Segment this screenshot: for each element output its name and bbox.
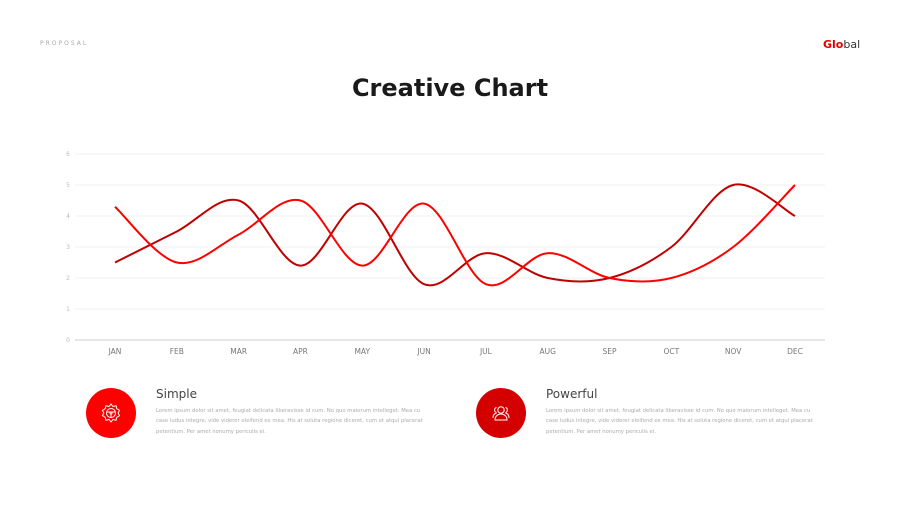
logo-part2: bal <box>843 38 861 51</box>
feature-title: Powerful <box>546 387 598 401</box>
x-tick-label: MAY <box>354 347 370 356</box>
logo-part1: Glo <box>823 38 844 51</box>
series-line-1 <box>114 183 796 287</box>
x-tick-label: SEP <box>603 347 617 356</box>
x-tick-label: APR <box>293 347 308 356</box>
gear-steering-icon <box>86 388 136 438</box>
users-icon <box>476 388 526 438</box>
x-tick-label: MAR <box>230 347 247 356</box>
y-tick-label: 3 <box>66 244 70 251</box>
feature-text: Lorem ipsum dolor sit amet, feugiat deli… <box>156 408 423 435</box>
y-tick-label: 5 <box>66 182 70 189</box>
y-tick-label: 6 <box>66 151 70 158</box>
proposal-label: PROPOSAL <box>40 40 89 47</box>
page-title: Creative Chart <box>351 74 549 102</box>
logo: Global <box>823 38 860 51</box>
y-tick-label: 1 <box>66 306 70 313</box>
x-tick-label: FEB <box>170 347 184 356</box>
x-tick-label: JUL <box>479 347 493 356</box>
x-tick-label: JAN <box>108 347 122 356</box>
y-tick-label: 0 <box>66 337 70 344</box>
series-line-2 <box>114 184 796 287</box>
feature-text: Lorem ipsum dolor sit amet, feugiat deli… <box>546 408 813 435</box>
x-tick-label: JUN <box>416 347 430 356</box>
x-tick-label: OCT <box>663 347 679 356</box>
y-tick-label: 4 <box>66 213 70 220</box>
x-tick-label: DEC <box>787 347 803 356</box>
x-tick-label: AUG <box>540 347 557 356</box>
line-chart: 0 1 2 3 4 5 6 JAN FEB MAR APR MAY JUN JUL AUG SEP OCT NOV… <box>66 151 825 356</box>
feature-title: Simple <box>156 387 197 401</box>
x-tick-label: NOV <box>725 347 742 356</box>
y-tick-label: 2 <box>66 275 70 282</box>
